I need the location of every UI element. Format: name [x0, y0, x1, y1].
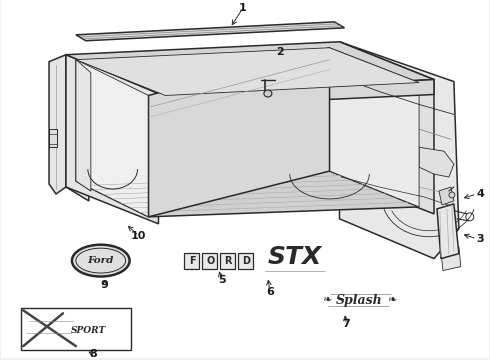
Polygon shape [66, 55, 158, 224]
Text: 8: 8 [89, 349, 97, 359]
Text: 5: 5 [219, 275, 226, 285]
Ellipse shape [264, 90, 272, 97]
Polygon shape [419, 147, 454, 177]
Polygon shape [158, 80, 434, 107]
Polygon shape [76, 60, 91, 191]
Text: SPORT: SPORT [71, 326, 106, 335]
Ellipse shape [72, 245, 130, 276]
Text: ❧: ❧ [388, 296, 397, 305]
Bar [49, 129, 57, 147]
Polygon shape [76, 48, 419, 95]
Polygon shape [340, 42, 434, 214]
Polygon shape [76, 22, 344, 41]
Polygon shape [49, 55, 66, 194]
Text: 2: 2 [276, 47, 284, 57]
Polygon shape [439, 187, 454, 205]
Polygon shape [148, 48, 330, 217]
Text: 3: 3 [477, 234, 485, 244]
Text: 6: 6 [266, 287, 274, 297]
Polygon shape [340, 42, 459, 258]
Text: 10: 10 [131, 231, 146, 241]
Text: Splash: Splash [336, 294, 383, 307]
Text: 1: 1 [239, 3, 247, 13]
Text: ❧: ❧ [322, 296, 331, 305]
Text: R: R [224, 256, 232, 266]
Polygon shape [76, 60, 91, 191]
Text: D: D [242, 256, 250, 266]
Text: Ford: Ford [88, 256, 114, 265]
Text: 9: 9 [101, 280, 109, 291]
FancyBboxPatch shape [220, 253, 235, 269]
FancyBboxPatch shape [184, 253, 199, 269]
Text: 7: 7 [343, 319, 350, 329]
Text: STX: STX [268, 245, 322, 269]
Circle shape [449, 192, 455, 198]
FancyBboxPatch shape [238, 253, 253, 269]
Polygon shape [441, 247, 461, 271]
Text: 4: 4 [477, 189, 485, 199]
Text: F: F [189, 256, 196, 266]
Text: O: O [206, 256, 214, 266]
Polygon shape [330, 48, 419, 207]
Polygon shape [76, 60, 148, 217]
Polygon shape [437, 204, 459, 258]
Polygon shape [66, 55, 89, 201]
Polygon shape [66, 42, 434, 94]
FancyBboxPatch shape [202, 253, 217, 269]
Bar [21, 309, 131, 350]
Polygon shape [76, 171, 419, 217]
